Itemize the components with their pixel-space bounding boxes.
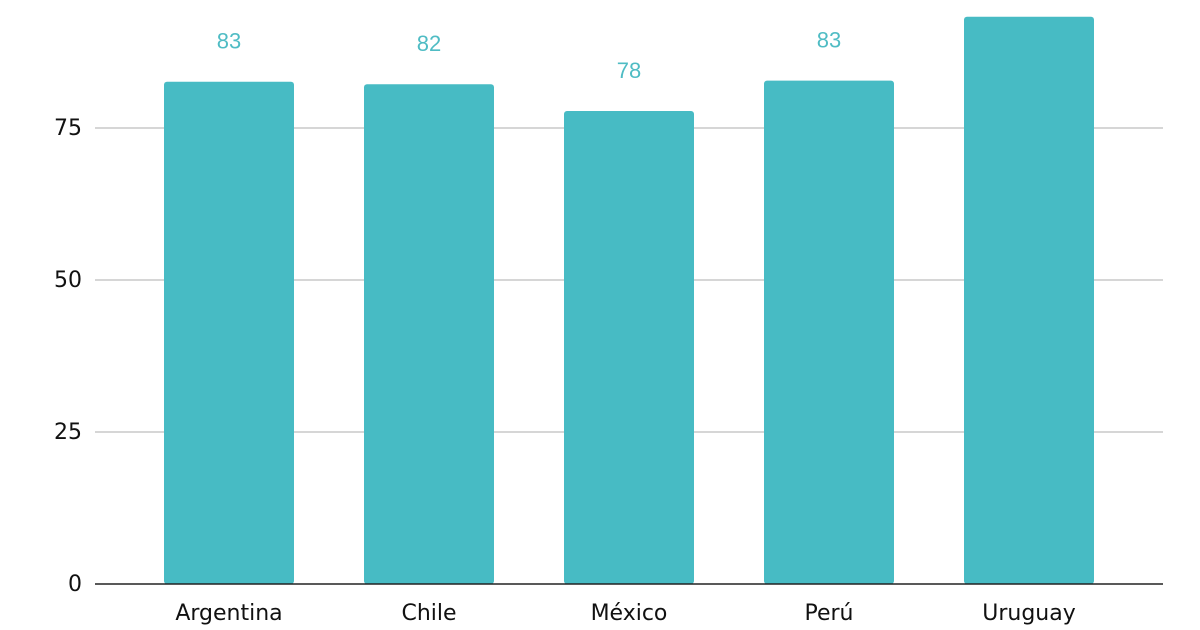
x-tick-label: Argentina [175, 601, 282, 626]
bar [964, 16, 1094, 584]
value-label: 78 [617, 58, 641, 83]
y-tick-label: 50 [54, 268, 82, 293]
x-tick-label: Perú [804, 601, 853, 626]
bar [764, 80, 894, 585]
value-label: 83 [817, 27, 841, 52]
value-label: 83 [217, 29, 241, 54]
y-tick-label: 75 [54, 116, 82, 141]
y-tick-label: 0 [68, 572, 82, 597]
bar [164, 81, 294, 585]
x-tick-label: México [591, 601, 668, 626]
bar [564, 110, 694, 584]
x-tick-label: Uruguay [982, 601, 1076, 626]
y-tick-label: 25 [54, 420, 82, 445]
value-label: 82 [417, 31, 441, 56]
bar [364, 84, 494, 584]
x-tick-label: Chile [401, 601, 456, 626]
